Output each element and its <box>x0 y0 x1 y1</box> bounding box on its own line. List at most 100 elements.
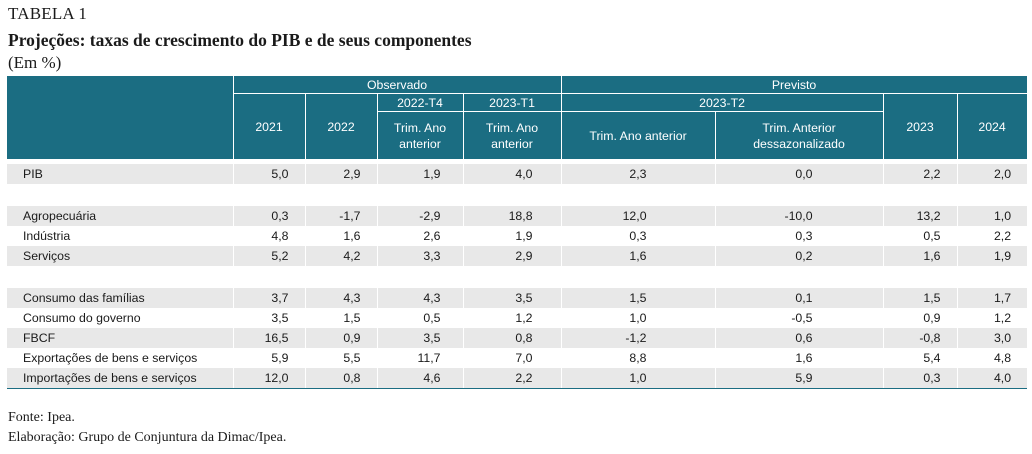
table-cell: 7,0 <box>462 348 562 368</box>
table-cell: 0,6 <box>714 328 884 348</box>
table-row: Consumo do governo 3,5 1,5 0,5 1,2 1,0 -0,5 0,9… <box>7 308 1028 328</box>
table-cell: 5,9 <box>232 348 305 368</box>
table-cell: 0,3 <box>232 206 305 226</box>
table-cell: 4,8 <box>232 226 305 246</box>
table-cell: 13,2 <box>882 206 958 226</box>
table-cell: 5,5 <box>304 348 377 368</box>
col-header-2023: 2023 <box>882 93 958 160</box>
col-header-2024: 2024 <box>956 93 1028 160</box>
table-cell: 1,2 <box>462 308 562 328</box>
table-cell: 18,8 <box>462 206 562 226</box>
table-cell: 1,0 <box>956 206 1028 226</box>
table-cell: -0,8 <box>882 328 958 348</box>
table-cell: 2,0 <box>956 164 1028 184</box>
table-cell: 12,0 <box>560 206 716 226</box>
header-line: Trim. Ano <box>485 120 539 135</box>
table-cell: 3,5 <box>462 288 562 308</box>
table-body: PIB 5,0 2,9 1,9 4,0 2,3 0,0 2,2 2,0 Agropecuária… <box>7 160 1028 389</box>
row-label: Indústria <box>23 229 71 243</box>
group-header-forecast: Previsto <box>560 75 1028 94</box>
table-cell: 0,3 <box>560 226 716 246</box>
table-cell: 2,9 <box>304 164 377 184</box>
table-row: Consumo das famílias 3,7 4,3 4,3 3,5 1,5 0,1 1,… <box>7 288 1028 308</box>
table-cell: 1,6 <box>714 348 884 368</box>
table-cell: 4,3 <box>376 288 463 308</box>
table-cell: 1,9 <box>376 164 463 184</box>
table-cell: 0,8 <box>304 368 377 389</box>
table-cell: 5,2 <box>232 246 305 266</box>
table-cell: 4,2 <box>304 246 377 266</box>
col-header-2023-t2-trim-anterior: Trim. Anterior dessazonalizado <box>714 111 884 160</box>
table-row: Indústria 4,8 1,6 2,6 1,9 0,3 0,3 0,5 2,2 <box>7 226 1028 246</box>
table-cell: 4,0 <box>956 368 1028 389</box>
table-cell: -1,7 <box>304 206 377 226</box>
table-number: TABELA 1 <box>8 4 88 23</box>
table-cell: 0,8 <box>462 328 562 348</box>
group-header-observed: Observado <box>232 75 562 94</box>
row-label: Consumo do governo <box>23 311 141 325</box>
table-cell: 1,5 <box>560 288 716 308</box>
col-header-2022-t4: 2022-T4 <box>376 93 464 112</box>
table-cell: 5,9 <box>714 368 884 389</box>
header-line: anterior <box>399 136 441 151</box>
col-header-2023-t2-trim-ano-anterior: Trim. Ano anterior <box>560 111 716 160</box>
table-cell: 2,2 <box>882 164 958 184</box>
table-row: Serviços 5,2 4,2 3,3 2,9 1,6 0,2 1,6 1,9 <box>7 246 1028 266</box>
table-cell: 0,0 <box>714 164 884 184</box>
table-cell: -10,0 <box>714 206 884 226</box>
data-table: Observado Previsto 2021 2022 2022-T4 202… <box>7 75 1028 389</box>
row-label: FBCF <box>7 328 233 348</box>
table-cell: 1,9 <box>462 226 562 246</box>
table-cell: 1,9 <box>956 246 1028 266</box>
table-cell: 1,7 <box>956 288 1028 308</box>
table-cell: 2,6 <box>376 226 463 246</box>
header-line: Trim. Anterior <box>762 120 836 135</box>
row-label: Exportações de bens e serviços <box>23 351 198 365</box>
col-header-2023-t1-trim-ano-anterior: Trim. Ano anterior <box>462 111 562 160</box>
table-cell: 1,5 <box>882 288 958 308</box>
row-label: Agropecuária <box>7 206 233 226</box>
row-label: Importações de bens e serviços <box>7 368 233 389</box>
table-cell: 2,9 <box>462 246 562 266</box>
row-label: PIB <box>7 164 233 184</box>
table-cell: 0,3 <box>714 226 884 246</box>
table-cell: 12,0 <box>232 368 305 389</box>
footer-source: Fonte: Ipea. <box>8 410 75 425</box>
table-cell: -0,5 <box>714 308 884 328</box>
row-label: Serviços <box>7 246 233 266</box>
table-cell: 0,5 <box>376 308 463 328</box>
header-line: dessazonalizado <box>753 136 845 151</box>
row-header-stub <box>7 75 234 160</box>
footer-credit: Elaboração: Grupo de Conjuntura da Dimac… <box>8 430 287 445</box>
table-cell: 8,8 <box>560 348 716 368</box>
table-cell: 4,8 <box>956 348 1028 368</box>
table-cell: -2,9 <box>376 206 463 226</box>
table-cell: 0,1 <box>714 288 884 308</box>
unit-note: (Em %) <box>8 53 62 72</box>
table-cell: 11,7 <box>376 348 463 368</box>
header-line: Trim. Ano <box>393 120 447 135</box>
col-header-2023-t1: 2023-T1 <box>462 93 562 112</box>
col-header-2023-t2: 2023-T2 <box>560 93 884 112</box>
page-title: Projeções: taxas de crescimento do PIB e… <box>8 30 472 50</box>
table-cell: 3,7 <box>232 288 305 308</box>
col-header-2022-t4-trim-ano-anterior: Trim. Ano anterior <box>376 111 464 160</box>
table-cell: 0,9 <box>882 308 958 328</box>
col-header-2021: 2021 <box>232 93 306 160</box>
table-cell: 5,4 <box>882 348 958 368</box>
table-cell: 3,5 <box>232 308 305 328</box>
table-cell: 3,0 <box>956 328 1028 348</box>
spacer-row <box>7 184 1028 206</box>
table-row: FBCF 16,5 0,9 3,5 0,8 -1,2 0,6 -0,8 3,0 <box>7 328 1028 348</box>
table-cell: 2,2 <box>462 368 562 389</box>
table-cell: 2,2 <box>956 226 1028 246</box>
table-cell: 16,5 <box>232 328 305 348</box>
table-cell: 2,3 <box>560 164 716 184</box>
table-cell: 4,3 <box>304 288 377 308</box>
table-row: Agropecuária 0,3 -1,7 -2,9 18,8 12,0 -10,0 13,2… <box>7 206 1028 226</box>
table-cell: 1,0 <box>560 308 716 328</box>
table-cell: -1,2 <box>560 328 716 348</box>
table-cell: 4,6 <box>376 368 463 389</box>
table-cell: 1,0 <box>560 368 716 389</box>
table-row: Importações de bens e serviços 12,0 0,8 4,6… <box>7 368 1028 389</box>
